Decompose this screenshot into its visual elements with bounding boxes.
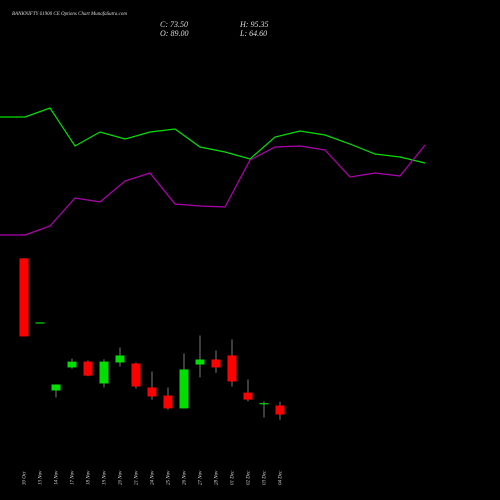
- x-tick-label: 26 Nov: [183, 470, 188, 485]
- chart-title: BANKNIFTY 61900 CE Options Chart MunafaS…: [12, 12, 127, 17]
- low-label: L: 64.60: [239, 29, 267, 38]
- candle-body: [211, 359, 221, 368]
- x-tick-label: 28 Nov: [215, 470, 220, 485]
- high-label: H: 95.35: [239, 20, 268, 29]
- candle-body: [83, 361, 93, 376]
- x-tick-label: 17 Nov: [71, 470, 76, 485]
- candle-body: [227, 355, 237, 382]
- open-label: O: 89.00: [160, 29, 188, 38]
- candle-body: [195, 359, 205, 365]
- x-tick-label: 24 Nov: [151, 470, 156, 485]
- x-tick-label: 02 Dec: [247, 470, 252, 485]
- x-tick-label: 21 Nov: [135, 470, 140, 485]
- candle-body: [19, 258, 29, 337]
- candle-body: [115, 355, 125, 363]
- candle-body: [259, 403, 269, 405]
- indicator-line: [0, 144, 426, 236]
- candle-body: [243, 392, 253, 400]
- x-tick-label: 14 Nov: [55, 470, 60, 485]
- x-tick-label: 27 Nov: [199, 470, 204, 485]
- candle-body: [131, 363, 141, 387]
- x-tick-label: 19 Nov: [103, 470, 108, 485]
- x-tick-label: 25 Nov: [167, 470, 172, 485]
- x-tick-label: 18 Nov: [87, 470, 92, 485]
- candle-body: [51, 384, 61, 391]
- candle-body: [147, 387, 157, 397]
- x-tick-label: 30 Oct: [23, 471, 28, 485]
- candle-body: [99, 361, 109, 384]
- x-tick-label: 01 Dec: [231, 470, 236, 485]
- candle-body: [179, 369, 189, 409]
- candle-body: [163, 395, 173, 409]
- x-tick-label: 03 Dec: [263, 470, 268, 485]
- candle-body: [275, 405, 285, 415]
- x-tick-label: 20 Nov: [119, 470, 124, 485]
- candle-body: [35, 322, 45, 324]
- x-tick-label: 13 Nov: [39, 470, 44, 485]
- candle-body: [67, 361, 77, 368]
- close-label: C: 73.50: [160, 20, 188, 29]
- x-tick-label: 04 Dec: [279, 470, 284, 485]
- indicator-line: [0, 107, 426, 164]
